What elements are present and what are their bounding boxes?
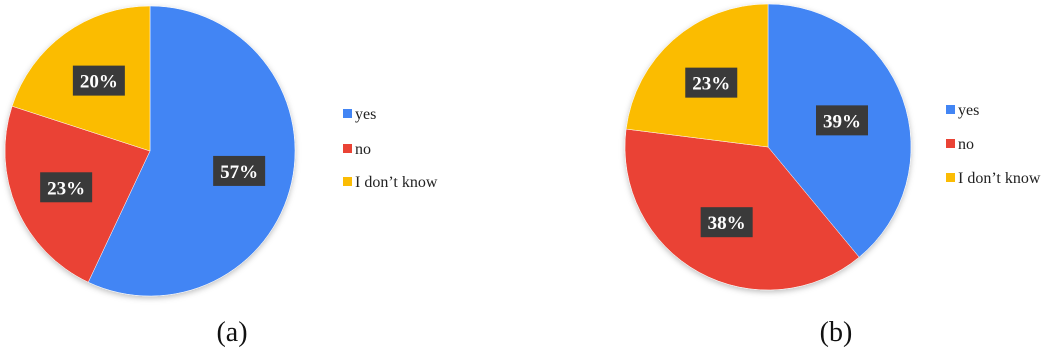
pie-b-label-bg-no bbox=[700, 207, 753, 238]
legend-b-swatch-yes bbox=[946, 105, 955, 114]
chart-b: 39% 38% 23% yes no I don’t know (b) bbox=[624, 3, 1041, 348]
legend-b-label-yes: yes bbox=[958, 102, 979, 119]
legend-b-label-i-don-t-know: I don’t know bbox=[958, 170, 1041, 187]
pie-a-label-bg-yes bbox=[213, 155, 266, 186]
caption-a: (a) bbox=[216, 317, 247, 348]
legend-a: yes no I don’t know bbox=[343, 106, 438, 191]
pie-b bbox=[624, 3, 912, 291]
pie-a-label-bg-no bbox=[40, 172, 93, 203]
legend-a-swatch-no bbox=[343, 144, 352, 153]
legend-a-swatch-i-don-t-know bbox=[343, 177, 352, 186]
pie-b-label-yes: 39% bbox=[823, 111, 861, 132]
pie-a-label-no: 23% bbox=[47, 178, 85, 199]
pie-b-label-no: 38% bbox=[708, 213, 746, 234]
pie-a-label-i-don-t-know: 20% bbox=[80, 72, 118, 93]
pie-a bbox=[4, 5, 296, 297]
caption-b: (b) bbox=[820, 317, 853, 348]
legend-a-swatch-yes bbox=[343, 109, 352, 118]
legend-b-label-no: no bbox=[958, 136, 974, 153]
pie-a-slice-yes bbox=[87, 5, 296, 297]
pie-b-label-bg-yes bbox=[816, 105, 869, 136]
pie-a-label-yes: 57% bbox=[220, 162, 258, 183]
pie-a-label-bg-i-don-t-know bbox=[72, 65, 125, 96]
pie-b-labels: 39% 38% 23% bbox=[685, 67, 869, 238]
chart-a: 57% 23% 20% yes no I don’t know (a) bbox=[4, 5, 438, 348]
legend-a-label-yes: yes bbox=[355, 106, 376, 123]
legend-b-swatch-no bbox=[946, 139, 955, 148]
legend-a-label-no: no bbox=[355, 141, 371, 158]
pie-b-label-bg-i-don-t-know bbox=[685, 67, 738, 98]
legend-b: yes no I don’t know bbox=[946, 102, 1041, 187]
pie-b-label-i-don-t-know: 23% bbox=[692, 74, 730, 95]
legend-a-label-i-don-t-know: I don’t know bbox=[355, 174, 438, 191]
pie-a-labels: 57% 23% 20% bbox=[40, 65, 266, 203]
legend-b-swatch-i-don-t-know bbox=[946, 173, 955, 182]
